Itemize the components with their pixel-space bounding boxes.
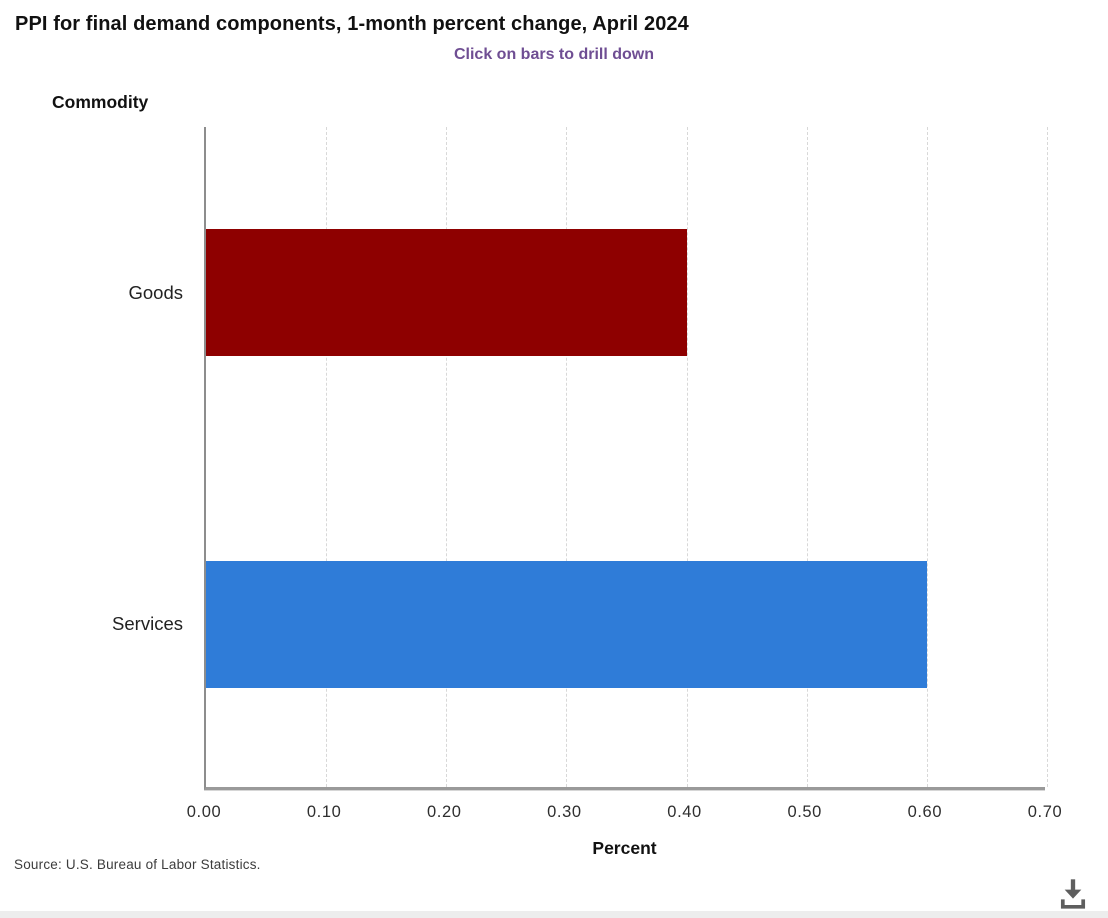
gridline	[326, 127, 328, 787]
download-icon	[1054, 877, 1092, 914]
gridline	[566, 127, 568, 787]
gridline	[926, 127, 928, 787]
x-tick-label: 0.10	[306, 803, 342, 821]
gridline	[806, 127, 808, 787]
category-label-services: Services	[112, 613, 183, 635]
download-button[interactable]	[1052, 876, 1094, 914]
x-tick-label: 0.60	[907, 803, 943, 821]
chart-subtitle: Click on bars to drill down	[453, 46, 654, 63]
chart-title: PPI for final demand components, 1-month…	[15, 13, 689, 35]
gridline	[1047, 127, 1048, 787]
bar-goods[interactable]	[206, 229, 687, 357]
bar-services[interactable]	[206, 560, 927, 688]
source-note: Source: U.S. Bureau of Labor Statistics.	[14, 857, 261, 872]
page-bottom-edge	[0, 911, 1108, 918]
x-tick-label: 0.00	[186, 803, 222, 821]
x-tick-label: 0.40	[667, 803, 702, 821]
x-axis-title: Percent	[592, 838, 657, 858]
gridline	[686, 127, 688, 787]
category-label-goods: Goods	[128, 281, 183, 303]
y-axis-title: Commodity	[52, 92, 149, 112]
plot-area	[204, 127, 1048, 790]
x-tick-label: 0.30	[547, 803, 582, 821]
x-tick-label: 0.20	[427, 803, 462, 821]
gridline	[446, 127, 448, 787]
x-tick-label: 0.50	[787, 803, 822, 821]
x-tick-label: 0.70	[1027, 803, 1063, 821]
